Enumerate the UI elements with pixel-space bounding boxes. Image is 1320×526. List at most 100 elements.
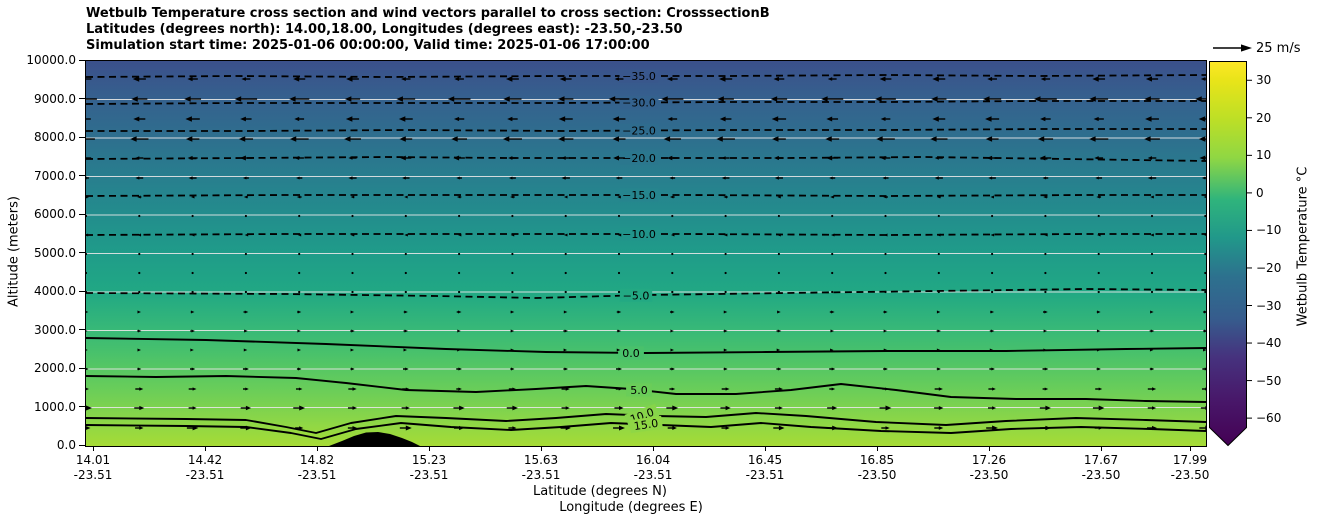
contour-label-group: −10.0 (619, 227, 659, 241)
wind-arrow-head (457, 310, 462, 314)
wind-calm-dot (191, 290, 194, 294)
wind-calm-dot (724, 252, 727, 256)
wind-arrow-head (770, 96, 778, 102)
wind-arrow-head (987, 76, 993, 82)
wind-arrow-head (352, 426, 358, 430)
wind-arrow-head (453, 155, 460, 161)
wind-arrow-head (404, 329, 409, 333)
wind-calm-dot (724, 290, 727, 294)
wind-arrow-head (400, 155, 406, 161)
wind-arrow-head (86, 367, 89, 371)
y-tick-mark (79, 406, 85, 407)
wind-arrow-head (990, 233, 995, 237)
wind-arrow-head (185, 116, 192, 122)
wind-calm-dot (991, 271, 994, 275)
wind-arrow-head (139, 426, 144, 430)
wind-calm-dot (884, 214, 887, 218)
wind-arrow-head (350, 195, 355, 199)
wind-calm-dot (1044, 252, 1047, 256)
wind-calm-dot (191, 252, 194, 256)
wind-arrow-head (608, 96, 616, 102)
wind-arrow-head (244, 233, 249, 237)
contour-label-bg (619, 124, 659, 138)
wind-arrow-head (459, 405, 465, 411)
wind-arrow-head (243, 195, 248, 199)
wind-calm-dot (884, 290, 887, 294)
wind-arrow-head (831, 310, 835, 314)
wind-arrow-head (1098, 387, 1103, 391)
wind-calm-dot (991, 290, 994, 294)
wind-calm-dot (244, 271, 247, 275)
wind-arrow-head (510, 367, 515, 371)
wind-arrow-head (191, 233, 195, 237)
colorbar-tick-label: −40 (1256, 336, 1282, 351)
wind-arrow-head (884, 233, 888, 237)
wind-arrow-head (983, 96, 990, 102)
wind-calm-dot (511, 271, 514, 275)
contour-line--10 (86, 233, 1206, 236)
wind-arrow-head (723, 348, 728, 352)
wind-calm-dot (724, 214, 727, 218)
wind-arrow-head (245, 387, 249, 391)
wind-arrow-head (1201, 176, 1206, 180)
wind-arrow-head (825, 136, 832, 142)
wind-arrow-head (457, 348, 461, 352)
wind-arrow-head (1198, 136, 1206, 142)
contour-label-group: −5.0 (619, 288, 653, 302)
wind-arrow-head (615, 176, 620, 180)
wind-arrow-head (937, 367, 941, 371)
wind-calm-dot (1097, 271, 1100, 275)
wind-arrow-head (725, 387, 730, 391)
wind-calm-dot (458, 252, 461, 256)
wind-arrow-head (297, 233, 302, 237)
x-tick-mark (989, 446, 990, 451)
x-tick-label: 16.45 -23.51 (745, 453, 785, 482)
wind-arrow-head (451, 136, 458, 142)
y-tick-mark (79, 329, 85, 330)
y-tick-mark (79, 98, 85, 99)
contour-line-5 (86, 375, 1206, 403)
contour-label: −30.0 (622, 97, 656, 110)
wind-arrow-head (1093, 116, 1099, 122)
wind-arrow-head (1096, 329, 1101, 333)
wind-arrow-head (938, 426, 944, 430)
wind-arrow-head (510, 310, 515, 314)
wind-arrow-head (299, 426, 304, 430)
wind-calm-dot (1204, 214, 1206, 218)
wind-calm-dot (1044, 290, 1047, 294)
wind-arrow-head (188, 176, 193, 180)
wind-arrow-head (1044, 233, 1048, 237)
cross-section-plot: −35.0 −30.0 −25.0 −20.0 −15.0 −10.0 −5.0 0.0 5.0… (86, 61, 1206, 446)
x-axis-label-latitude: Latitude (degrees N) (533, 484, 667, 499)
wind-calm-dot (1150, 290, 1154, 294)
wind-calm-dot (298, 214, 301, 218)
x-tick-label: 14.82 -23.51 (297, 453, 337, 482)
wind-arrow-head (876, 136, 883, 142)
wind-arrow-head (1034, 96, 1041, 102)
wind-arrow-head (510, 348, 515, 352)
contour-label-group: −20.0 (619, 151, 659, 165)
wind-arrow-head (132, 76, 140, 82)
wind-arrow-head (616, 348, 621, 352)
wind-arrow-head (826, 116, 833, 122)
wind-arrow-head (348, 176, 353, 180)
wind-calm-dot (617, 252, 621, 256)
y-tick-mark (79, 59, 85, 61)
colorbar (1209, 61, 1252, 447)
contour-label-bg (629, 415, 663, 434)
wind-arrow-head (778, 406, 783, 410)
wind-calm-dot (191, 214, 194, 218)
y-tick-mark (79, 136, 85, 138)
wind-arrow-head (405, 425, 412, 431)
wind-arrow-head (294, 155, 300, 161)
wind-calm-dot (724, 271, 727, 275)
wind-calm-dot (298, 271, 301, 275)
wind-calm-dot (511, 290, 514, 294)
wind-calm-dot (617, 290, 621, 294)
wind-arrow-head (774, 176, 779, 180)
wind-arrow-head (86, 233, 89, 237)
wind-arrow-head (617, 233, 622, 237)
wind-arrow-head (777, 367, 782, 371)
wind-arrow-head (510, 233, 515, 237)
wind-arrow-head (563, 348, 568, 352)
